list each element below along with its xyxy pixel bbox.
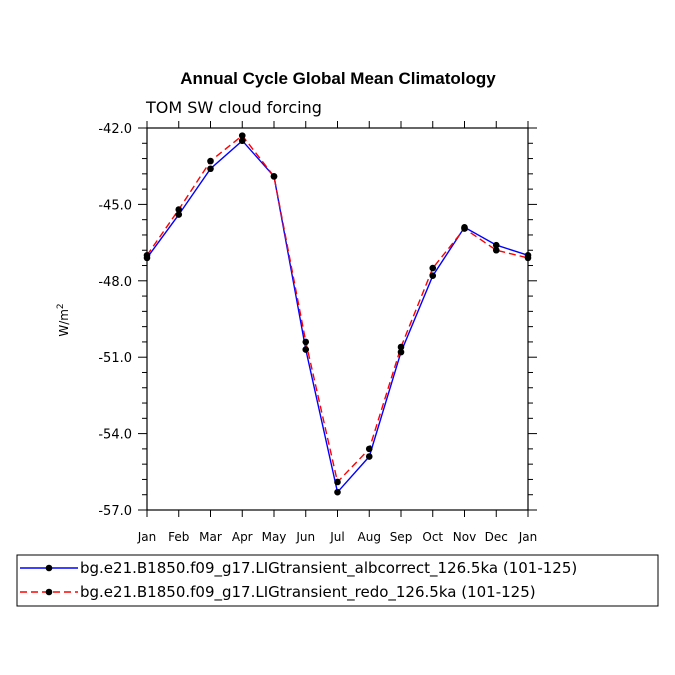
y-tick-label: -42.0 <box>98 122 132 137</box>
series-1-point <box>175 211 183 218</box>
y-tick-label: -48.0 <box>98 275 132 290</box>
x-tick-label: Jan <box>518 530 538 544</box>
series-2-point <box>365 445 373 453</box>
legend: bg.e21.B1850.f09_g17.LIGtransient_albcor… <box>20 559 577 602</box>
series-2-point <box>397 343 405 351</box>
chart-title: Annual Cycle Global Mean Climatology <box>180 69 496 88</box>
series-1-point <box>302 346 310 353</box>
series-2-point <box>492 246 500 254</box>
y-axis: -42.0 -45.0 -48.0 -51.0 -54.0 -57.0 <box>98 122 537 519</box>
series-2-point <box>175 206 183 213</box>
x-tick-label: Jun <box>295 530 315 544</box>
series-layer <box>143 132 532 496</box>
x-tick-label: Dec <box>485 530 508 544</box>
y-tick-label: -45.0 <box>98 198 132 213</box>
legend-label-1: bg.e21.B1850.f09_g17.LIGtransient_albcor… <box>80 559 577 578</box>
series-1-point <box>492 241 500 249</box>
series-1-point <box>207 165 214 173</box>
legend-box <box>16 554 659 607</box>
series-1-point <box>397 348 405 356</box>
series-2-point <box>143 252 151 259</box>
x-tick-label: Oct <box>422 530 443 544</box>
series-2-point <box>302 338 310 346</box>
series-2-point <box>270 173 278 180</box>
series-2-point <box>524 254 532 262</box>
series-2-point <box>461 225 468 232</box>
x-tick-label: Feb <box>168 530 189 544</box>
x-tick-label: Apr <box>232 530 253 544</box>
series-1-point <box>365 453 373 460</box>
series-line-1 <box>146 139 529 494</box>
x-tick-label: Nov <box>453 530 476 544</box>
y-tick-label: -57.0 <box>98 504 132 519</box>
x-tick-label: Sep <box>390 530 413 544</box>
series-2-point <box>429 264 437 272</box>
x-tick-label: Jul <box>329 530 344 544</box>
legend-label-2: bg.e21.B1850.f09_g17.LIGtransient_redo_1… <box>80 583 536 602</box>
chart-subtitle: TOM SW cloud forcing <box>145 98 322 117</box>
series-2-point <box>238 132 246 139</box>
x-tick-label: May <box>262 530 287 544</box>
x-axis: Jan Feb Mar Apr May Jun Jul Aug Sep Oct Nov Dec Jan <box>137 121 538 544</box>
series-1-point <box>238 137 246 145</box>
x-tick-label: Mar <box>199 530 222 544</box>
series-1-point <box>334 488 341 496</box>
legend-marker-1 <box>45 564 53 572</box>
series-2-point <box>207 157 214 165</box>
y-tick-label: -54.0 <box>98 428 132 443</box>
series-2-point <box>334 478 341 486</box>
x-tick-label: Aug <box>358 530 381 544</box>
plot-frame <box>146 127 529 511</box>
legend-marker-2 <box>45 588 53 596</box>
y-tick-label: -51.0 <box>98 351 132 366</box>
y-axis-label: W/m2 <box>56 303 71 336</box>
series-1-point <box>429 272 437 280</box>
x-tick-label: Jan <box>137 530 157 544</box>
series-line-2 <box>146 134 529 484</box>
